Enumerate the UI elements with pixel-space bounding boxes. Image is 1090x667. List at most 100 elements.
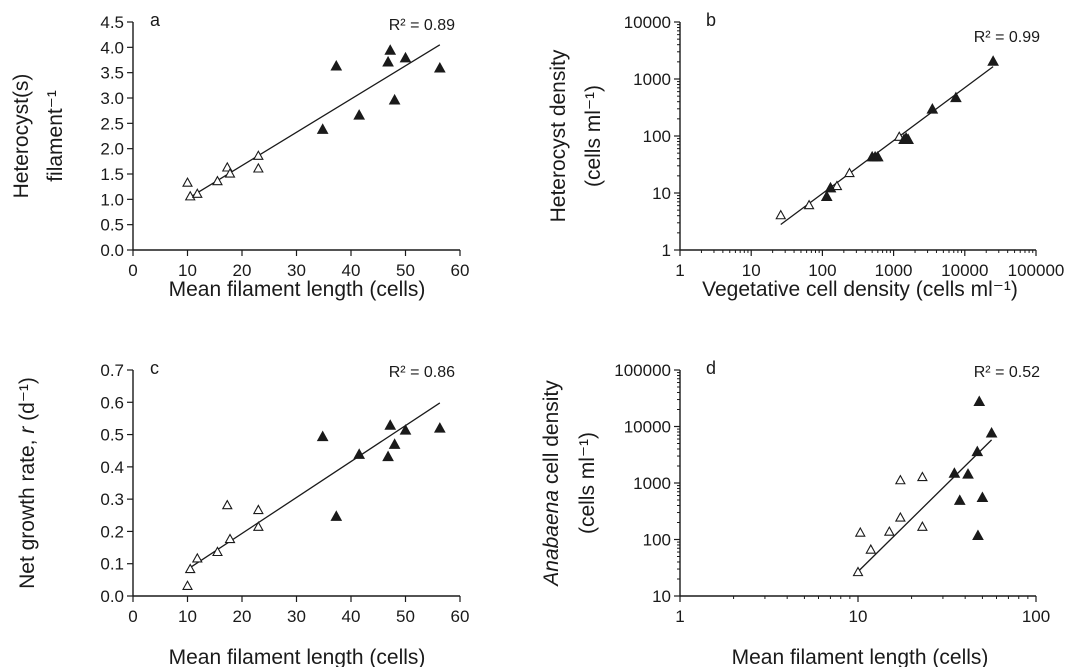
y-tick-label: 1.0 [100, 190, 124, 209]
r-squared-label: R² = 0.99 [974, 29, 1040, 46]
y-tick-label: 0.0 [100, 241, 124, 260]
y-tick-label: 1.5 [100, 165, 124, 184]
x-tick-label: 30 [287, 261, 306, 280]
data-point-filled [382, 450, 394, 462]
panel-label: a [150, 10, 161, 30]
data-point-open [865, 543, 877, 554]
y-tick-label: 10000 [624, 418, 671, 437]
data-point-filled [948, 467, 961, 478]
data-point-filled [972, 529, 984, 540]
data-point-filled [902, 133, 914, 144]
data-point-open [844, 167, 855, 178]
r-squared-label: R² = 0.86 [389, 364, 455, 381]
x-tick-label: 60 [451, 607, 470, 626]
x-tick-label: 50 [396, 607, 415, 626]
data-point-open [191, 552, 203, 563]
y-tick-label: 3.5 [100, 64, 124, 83]
data-point-open [184, 563, 196, 574]
data-point-filled [973, 395, 986, 407]
y-axis-label-line2: (cells ml⁻¹) [576, 432, 599, 534]
data-point-filled [962, 468, 974, 479]
x-axis-label: Mean filament length (cells) [732, 646, 989, 667]
data-point-open [191, 188, 203, 198]
data-point-filled [316, 430, 329, 442]
data-point-open [252, 162, 264, 173]
x-tick-label: 50 [396, 261, 415, 280]
y-tick-label: 10 [652, 184, 671, 203]
data-point-filled [316, 123, 329, 134]
data-point-filled [926, 103, 939, 114]
y-axis-label-suffix: (d⁻¹) [16, 377, 39, 427]
data-point-filled [871, 150, 884, 162]
y-tick-label: 100 [643, 531, 671, 550]
y-tick-label: 100 [643, 127, 671, 146]
y-axis-label: Heterocyst density [547, 49, 570, 222]
data-point-filled [987, 55, 999, 66]
data-point-open [854, 526, 866, 537]
y-tick-label: 4.5 [100, 13, 124, 32]
x-tick-label: 30 [287, 607, 306, 626]
y-tick-label: 1 [662, 241, 671, 260]
data-point-filled [433, 62, 446, 73]
data-point-open [224, 533, 236, 544]
y-tick-label: 0.5 [100, 426, 124, 445]
x-tick-label: 60 [451, 261, 470, 280]
x-tick-label: 10 [178, 261, 197, 280]
data-point-open [775, 209, 787, 220]
data-point-open [803, 199, 815, 210]
x-axis-label: Mean filament length (cells) [169, 646, 426, 667]
y-tick-label: 3.0 [100, 89, 124, 108]
data-point-open [252, 521, 264, 531]
data-point-filled [953, 494, 966, 505]
x-tick-label: 20 [233, 607, 252, 626]
x-tick-label: 100 [1022, 607, 1050, 626]
x-axis-label: Mean filament length (cells) [169, 278, 426, 301]
y-tick-label: 100000 [614, 361, 671, 380]
panel-a: 0.0 0.5 1.0 1.5 2.0 2.5 3.0 3.5 4.0 4.5 0 10 20 30 40 5… [10, 10, 469, 301]
data-point-filled [985, 426, 998, 438]
y-tick-label: 0.1 [100, 555, 124, 574]
x-tick-label: 1 [675, 261, 684, 280]
data-point-filled [433, 422, 446, 433]
data-point-open [894, 474, 906, 485]
x-tick-label: 10 [178, 607, 197, 626]
y-tick-label: 0.0 [100, 587, 124, 606]
data-point-filled [824, 181, 837, 193]
x-tick-label: 100000 [1008, 261, 1065, 280]
x-tick-label: 10 [849, 607, 868, 626]
y-tick-label: 10 [652, 587, 671, 606]
data-point-filled [976, 491, 989, 503]
y-axis-label: Net growth rate, r (d⁻¹) [16, 377, 39, 589]
data-point-filled [388, 93, 401, 105]
data-point-open [916, 471, 928, 482]
x-tick-label: 1000 [875, 261, 913, 280]
y-tick-label: 0.5 [100, 216, 124, 235]
y-tick-label: 4.0 [100, 38, 124, 57]
panel-b: 1 10 100 1000 10000 1 10 100 1000 10000 100000 b R² … [547, 10, 1064, 301]
y-axis-label-line2: (cells ml⁻¹) [582, 85, 605, 187]
x-tick-label: 40 [342, 261, 361, 280]
x-tick-label: 100 [808, 261, 836, 280]
data-point-open [852, 566, 864, 577]
x-tick-label: 0 [128, 607, 137, 626]
data-point-filled [384, 419, 397, 430]
regression-line [780, 66, 994, 226]
data-point-open [252, 504, 264, 515]
x-tick-label: 10 [742, 261, 761, 280]
x-tick-label: 20 [233, 261, 252, 280]
panel-label: b [706, 10, 716, 30]
y-tick-label: 10000 [624, 13, 671, 32]
data-point-open [894, 511, 906, 522]
data-point-filled [820, 190, 833, 201]
r-squared-label: R² = 0.89 [389, 17, 455, 34]
x-tick-label: 0 [128, 261, 137, 280]
x-tick-label: 10000 [941, 261, 988, 280]
data-point-open [182, 176, 193, 187]
data-point-filled [388, 438, 401, 449]
data-point-filled [384, 44, 397, 55]
y-tick-label: 1000 [633, 70, 671, 89]
y-tick-label: 0.7 [100, 361, 124, 380]
data-point-open [224, 167, 236, 178]
